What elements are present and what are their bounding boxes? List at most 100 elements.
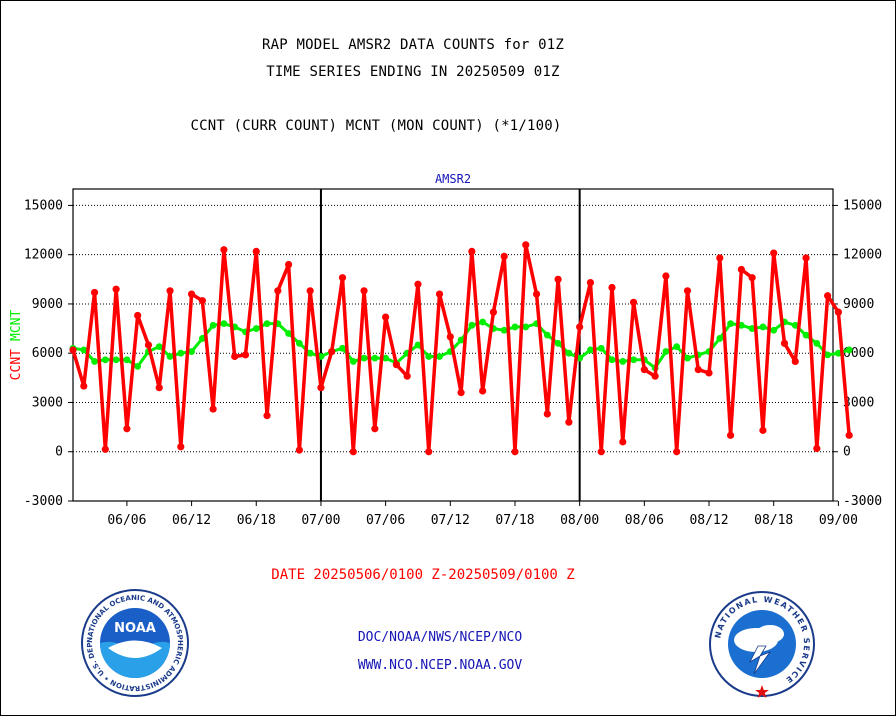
- y-axis-label-ccnt: CCNT: [9, 349, 24, 380]
- x-tick-label: 08/06: [625, 513, 664, 528]
- data-point-ccnt: [317, 384, 325, 392]
- data-point-ccnt: [780, 339, 789, 347]
- data-point-mcnt: [619, 358, 627, 365]
- data-point-ccnt: [134, 311, 142, 320]
- data-point-ccnt: [468, 247, 476, 255]
- y-tick-label-right: 0: [843, 445, 851, 460]
- data-point-ccnt: [834, 308, 842, 316]
- x-tick-label: 08/18: [754, 513, 793, 528]
- y-tick-label-left: 6000: [32, 346, 63, 361]
- data-point-mcnt: [360, 354, 368, 362]
- data-point-ccnt: [586, 279, 595, 287]
- data-point-mcnt: [285, 330, 293, 337]
- data-point-ccnt: [112, 285, 120, 293]
- noaa-center-text: NOAA: [114, 621, 156, 636]
- data-point-mcnt: [748, 325, 756, 332]
- data-point-mcnt: [198, 335, 206, 342]
- data-point-ccnt: [619, 438, 627, 446]
- data-point-ccnt: [824, 292, 832, 300]
- data-point-ccnt: [414, 280, 422, 288]
- data-point-ccnt: [295, 446, 303, 454]
- date-range-label: DATE 20250506/0100 Z-20250509/0100 Z: [271, 567, 574, 583]
- y-tick-label-right: -3000: [843, 494, 882, 509]
- data-point-ccnt: [209, 405, 217, 413]
- data-point-ccnt: [435, 290, 444, 298]
- chart-subtitle: CCNT (CURR COUNT) MCNT (MON COUNT) (*1/1…: [190, 118, 562, 134]
- data-point-mcnt: [684, 354, 691, 362]
- data-point-mcnt: [608, 356, 616, 364]
- data-point-ccnt: [597, 448, 605, 456]
- data-point-mcnt: [123, 356, 131, 364]
- data-point-ccnt: [554, 275, 562, 283]
- data-point-mcnt: [177, 349, 185, 357]
- data-point-ccnt: [338, 274, 347, 282]
- data-point-ccnt: [479, 387, 487, 395]
- data-point-mcnt: [543, 331, 551, 339]
- data-point-mcnt: [770, 326, 778, 334]
- data-point-ccnt: [845, 431, 853, 439]
- data-point-ccnt: [392, 361, 401, 369]
- data-point-ccnt: [123, 425, 131, 433]
- data-point-mcnt: [101, 356, 109, 364]
- data-point-ccnt: [263, 412, 271, 420]
- data-point-ccnt: [285, 260, 293, 269]
- data-point-mcnt: [813, 339, 821, 347]
- data-point-mcnt: [220, 320, 228, 328]
- data-point-mcnt: [522, 323, 530, 331]
- panel-title: AMSR2: [435, 172, 471, 186]
- data-point-mcnt: [166, 353, 174, 360]
- series-ccnt: [69, 241, 853, 456]
- y-tick-label-left: 15000: [24, 198, 63, 213]
- x-tick-label: 06/06: [107, 513, 146, 528]
- x-tick-label: 07/18: [495, 513, 534, 528]
- data-point-mcnt: [80, 346, 88, 354]
- data-point-mcnt: [188, 348, 195, 355]
- data-point-ccnt: [791, 357, 799, 366]
- y-tick-label-right: 9000: [843, 297, 874, 312]
- data-point-ccnt: [489, 308, 498, 316]
- data-point-mcnt: [759, 323, 767, 331]
- y-tick-label-right: 12000: [843, 248, 882, 263]
- data-point-mcnt: [91, 358, 98, 365]
- data-point-mcnt: [155, 343, 163, 351]
- data-point-ccnt: [155, 384, 163, 392]
- data-point-mcnt: [263, 320, 271, 328]
- data-point-ccnt: [328, 347, 336, 356]
- data-point-ccnt: [360, 287, 368, 295]
- data-point-ccnt: [813, 444, 821, 453]
- series-line-ccnt: [71, 243, 851, 454]
- data-point-ccnt: [737, 265, 745, 274]
- data-point-mcnt: [630, 356, 637, 364]
- x-tick-label: 08/12: [689, 513, 728, 528]
- noaa-logo: NATIONAL OCEANIC AND ATMOSPHERIC ADMINIS…: [80, 588, 189, 697]
- data-point-ccnt: [457, 389, 465, 397]
- data-point-mcnt: [371, 354, 379, 362]
- data-point-ccnt: [144, 341, 153, 349]
- data-point-mcnt: [673, 343, 681, 351]
- data-point-mcnt: [457, 336, 465, 344]
- data-point-ccnt: [673, 448, 681, 456]
- data-point-mcnt: [727, 320, 734, 328]
- data-point-mcnt: [134, 362, 142, 370]
- data-point-ccnt: [565, 418, 573, 426]
- data-point-ccnt: [802, 254, 810, 262]
- data-point-ccnt: [662, 272, 670, 280]
- data-point-mcnt: [252, 325, 260, 332]
- data-point-mcnt: [597, 344, 605, 352]
- data-point-ccnt: [274, 287, 282, 295]
- data-point-mcnt: [349, 358, 357, 365]
- data-point-mcnt: [662, 348, 670, 355]
- x-tick-label: 07/00: [301, 513, 340, 528]
- data-point-ccnt: [640, 366, 648, 374]
- data-point-ccnt: [759, 426, 767, 434]
- data-point-ccnt: [241, 351, 250, 359]
- data-point-ccnt: [608, 283, 616, 292]
- x-tick-label: 07/12: [431, 513, 470, 528]
- data-point-mcnt: [500, 326, 508, 334]
- data-point-mcnt: [802, 331, 810, 339]
- data-point-ccnt: [543, 410, 551, 418]
- data-point-ccnt: [306, 287, 314, 295]
- chart-title-line1: RAP MODEL AMSR2 DATA COUNTS for 01Z: [261, 37, 564, 53]
- data-point-ccnt: [382, 313, 390, 321]
- data-point-ccnt: [231, 352, 239, 361]
